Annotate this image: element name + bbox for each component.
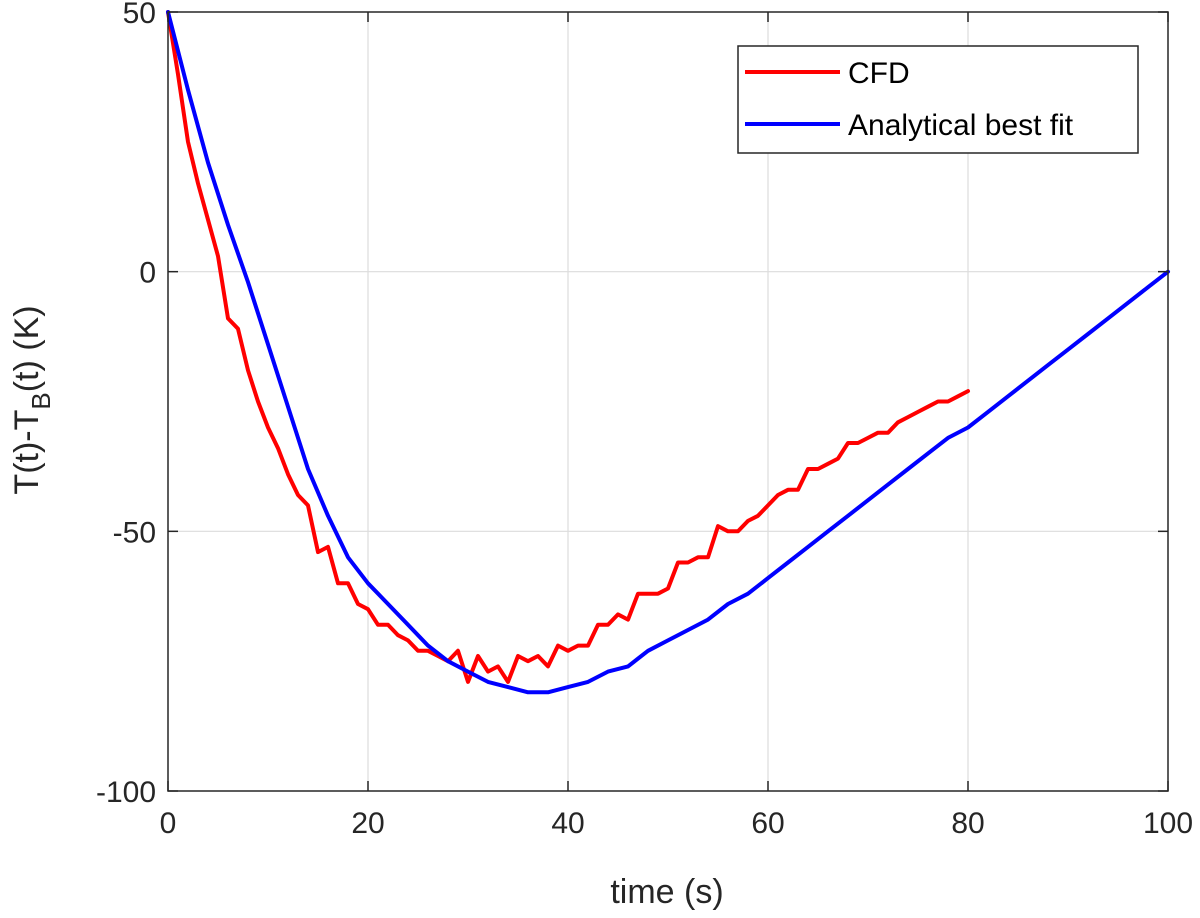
y-tick-label: -50: [113, 516, 156, 549]
legend: CFD Analytical best fit: [737, 45, 1139, 154]
x-tick-label: 80: [951, 807, 984, 840]
y-tick-label: -100: [96, 776, 156, 809]
x-tick-label: 40: [551, 807, 584, 840]
x-tick-label: 60: [751, 807, 784, 840]
x-tick-label: 0: [160, 807, 177, 840]
legend-label-cfd: CFD: [848, 57, 910, 90]
x-tick-label: 20: [351, 807, 384, 840]
legend-box: [737, 45, 1139, 154]
y-axis-title: T(t)-TB(t) (K): [8, 305, 56, 494]
plot-frame: [167, 11, 1169, 792]
y-axis-title-subscript: B: [26, 392, 56, 409]
series-line-analytical: [166, 10, 1170, 695]
x-axis-title: time (s): [610, 873, 723, 911]
x-tick-label: 100: [1143, 807, 1193, 840]
axis-ticks: 0 20 40 60 80 100 -100 -50 0 50: [96, 0, 1193, 840]
y-axis-title-tail: (t) (K): [8, 305, 46, 392]
series-lines: [166, 10, 1170, 695]
y-tick-label: 50: [123, 0, 156, 30]
legend-label-analytical: Analytical best fit: [848, 109, 1074, 142]
y-tick-label: 0: [139, 257, 156, 290]
series-line-cfd: [166, 10, 970, 684]
y-axis-title-main: T(t)-T: [8, 410, 46, 495]
